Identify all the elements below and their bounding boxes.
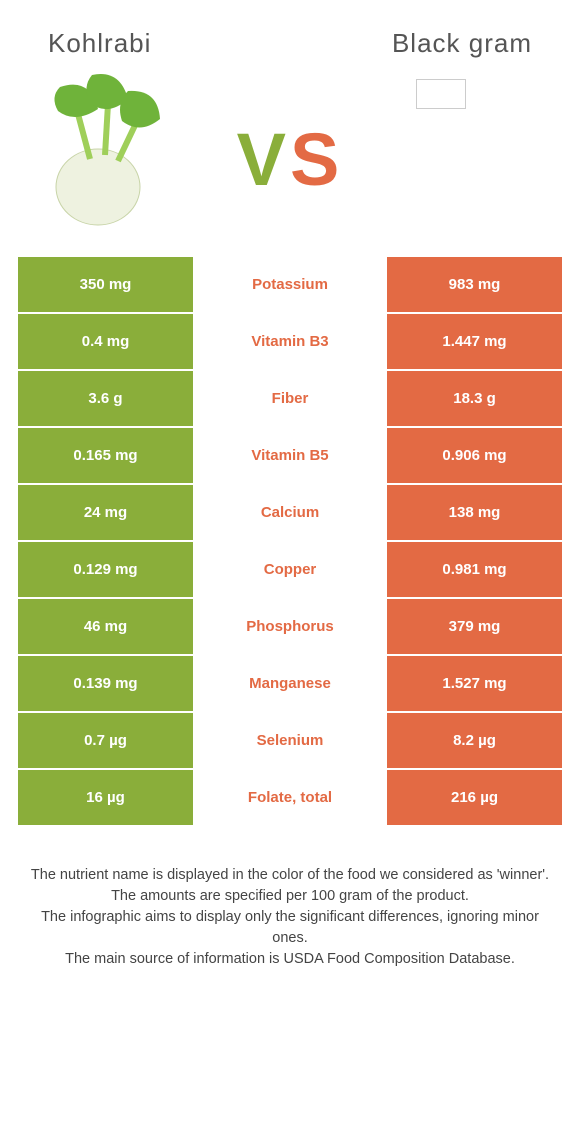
nutrient-label: Vitamin B5 xyxy=(193,428,387,483)
value-right: 983 mg xyxy=(387,257,562,312)
nutrient-table: 350 mgPotassium983 mg0.4 mgVitamin B31.4… xyxy=(18,257,562,825)
vs-v: V xyxy=(237,117,290,202)
value-right: 138 mg xyxy=(387,485,562,540)
table-row: 0.165 mgVitamin B50.906 mg xyxy=(18,428,562,483)
table-row: 3.6 gFiber18.3 g xyxy=(18,371,562,426)
nutrient-label: Potassium xyxy=(193,257,387,312)
vs-label: V S xyxy=(237,117,344,202)
footer-line: The amounts are specified per 100 gram o… xyxy=(24,886,556,907)
nutrient-label: Fiber xyxy=(193,371,387,426)
nutrient-label: Calcium xyxy=(193,485,387,540)
value-left: 0.139 mg xyxy=(18,656,193,711)
value-left: 46 mg xyxy=(18,599,193,654)
table-row: 16 µgFolate, total216 µg xyxy=(18,770,562,825)
nutrient-label: Folate, total xyxy=(193,770,387,825)
value-left: 0.7 µg xyxy=(18,713,193,768)
value-left: 0.4 mg xyxy=(18,314,193,369)
footer-line: The nutrient name is displayed in the co… xyxy=(24,865,556,886)
value-right: 1.527 mg xyxy=(387,656,562,711)
table-row: 46 mgPhosphorus379 mg xyxy=(18,599,562,654)
value-left: 350 mg xyxy=(18,257,193,312)
table-row: 0.129 mgCopper0.981 mg xyxy=(18,542,562,597)
table-row: 0.139 mgManganese1.527 mg xyxy=(18,656,562,711)
nutrient-label: Vitamin B3 xyxy=(193,314,387,369)
nutrient-label: Selenium xyxy=(193,713,387,768)
value-left: 16 µg xyxy=(18,770,193,825)
footer-notes: The nutrient name is displayed in the co… xyxy=(24,865,556,970)
value-left: 0.165 mg xyxy=(18,428,193,483)
nutrient-label: Copper xyxy=(193,542,387,597)
value-right: 0.906 mg xyxy=(387,428,562,483)
value-right: 216 µg xyxy=(387,770,562,825)
footer-line: The infographic aims to display only the… xyxy=(24,907,556,949)
table-row: 350 mgPotassium983 mg xyxy=(18,257,562,312)
table-row: 0.7 µgSelenium8.2 µg xyxy=(18,713,562,768)
kohlrabi-icon xyxy=(20,69,190,239)
value-right: 379 mg xyxy=(387,599,562,654)
nutrient-label: Phosphorus xyxy=(193,599,387,654)
value-right: 0.981 mg xyxy=(387,542,562,597)
value-left: 24 mg xyxy=(18,485,193,540)
value-right: 1.447 mg xyxy=(387,314,562,369)
table-row: 24 mgCalcium138 mg xyxy=(18,485,562,540)
food-right-title: Black gram xyxy=(392,28,532,59)
table-row: 0.4 mgVitamin B31.447 mg xyxy=(18,314,562,369)
footer-line: The main source of information is USDA F… xyxy=(24,949,556,970)
hero: V S xyxy=(20,69,560,249)
value-left: 0.129 mg xyxy=(18,542,193,597)
value-left: 3.6 g xyxy=(18,371,193,426)
vs-s: S xyxy=(290,117,343,202)
value-right: 8.2 µg xyxy=(387,713,562,768)
nutrient-label: Manganese xyxy=(193,656,387,711)
food-left-title: Kohlrabi xyxy=(48,28,151,59)
black-gram-icon xyxy=(416,79,466,109)
header: Kohlrabi Black gram xyxy=(0,0,580,59)
value-right: 18.3 g xyxy=(387,371,562,426)
